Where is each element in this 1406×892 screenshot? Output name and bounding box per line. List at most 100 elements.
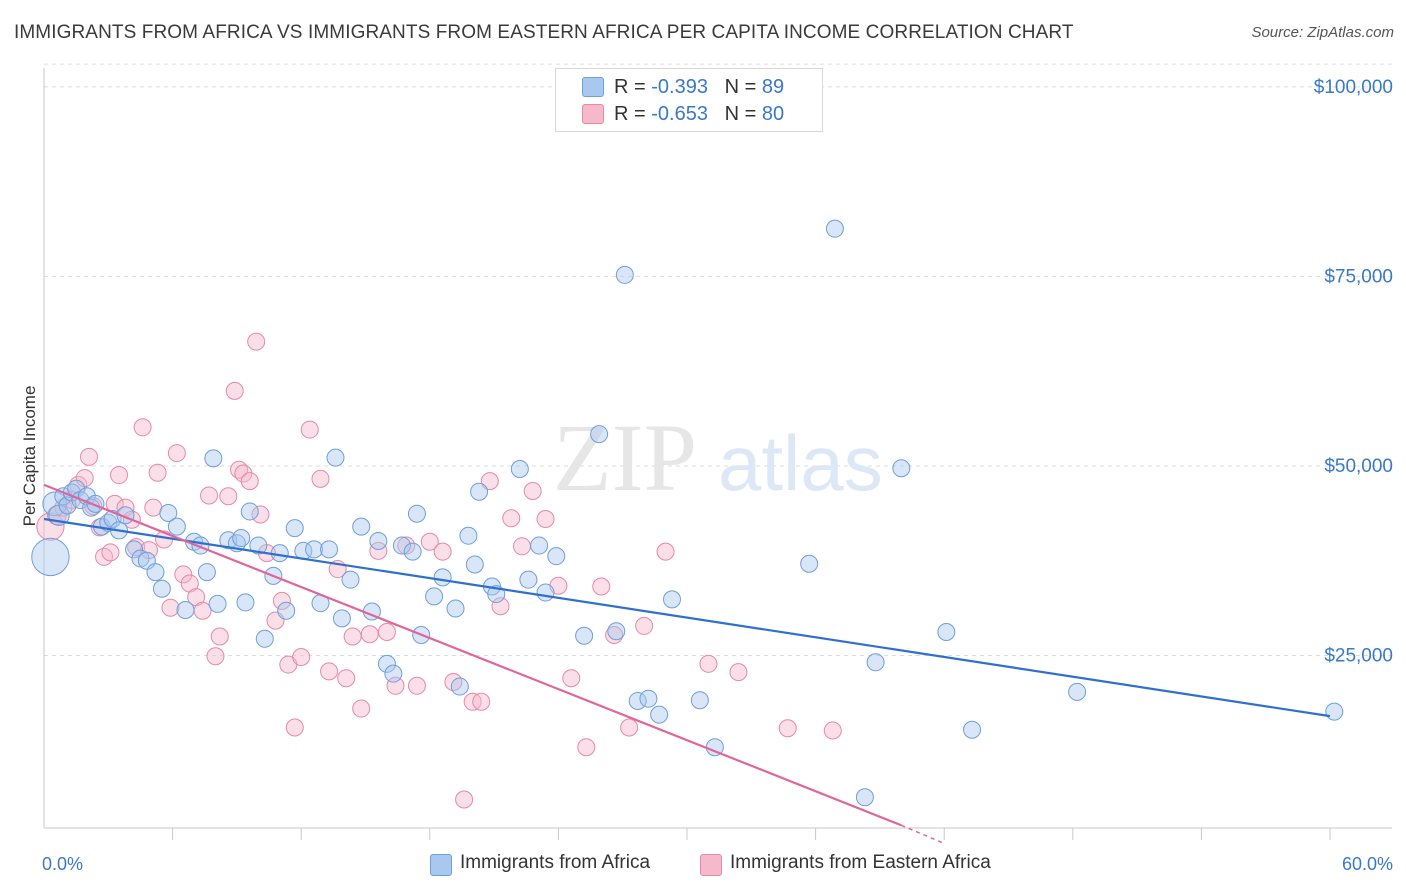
africa-point <box>470 482 489 501</box>
eastern-africa-point <box>620 718 639 737</box>
africa-point <box>963 720 982 739</box>
eastern-africa-point <box>161 598 180 617</box>
eastern-africa-point <box>133 418 152 437</box>
eastern-africa-point <box>491 597 510 616</box>
y-axis-label: Per Capita Income <box>20 386 39 527</box>
africa-point <box>866 653 885 672</box>
africa-point <box>892 459 911 478</box>
africa-point <box>326 448 345 467</box>
africa-point <box>1068 682 1087 701</box>
eastern-africa-points <box>36 332 842 809</box>
eastern-africa-point <box>272 591 291 610</box>
eastern-africa-point <box>433 542 452 561</box>
africa-point <box>450 677 469 696</box>
eastern-africa-point <box>311 469 330 488</box>
africa-point <box>236 593 255 612</box>
legend-r-value-africa: -0.393 <box>651 76 708 98</box>
africa-point <box>690 691 709 710</box>
africa-point <box>510 459 529 478</box>
eastern-africa-point <box>95 547 114 566</box>
source-credit: Source: ZipAtlas.com <box>1251 24 1394 41</box>
africa-point <box>575 626 594 645</box>
africa-point <box>369 532 388 551</box>
africa-point <box>1325 702 1344 721</box>
eastern-africa-point <box>225 381 244 400</box>
eastern-africa-point <box>360 625 379 644</box>
africa-point <box>341 570 360 589</box>
axes <box>43 68 1392 829</box>
africa-point <box>176 600 195 619</box>
africa-point <box>146 563 165 582</box>
africa-point <box>255 629 274 648</box>
legend-text-eastern: R = -0.653 N = 80 <box>614 103 784 126</box>
africa-point <box>403 542 422 561</box>
y-tick-labels: $25,000 $50,000 $75,000 $100,000 <box>1314 77 1393 667</box>
eastern-africa-point <box>210 627 229 646</box>
eastern-africa-point <box>472 692 491 711</box>
africa-point <box>167 517 186 536</box>
eastern-africa-point <box>193 601 212 620</box>
africa-point <box>31 537 70 577</box>
legend-r-label: R = <box>614 76 646 98</box>
eastern-africa-point <box>778 719 797 738</box>
eastern-africa-point <box>144 498 163 517</box>
eastern-africa-point <box>823 721 842 740</box>
africa-point <box>197 563 216 582</box>
eastern-africa-point <box>577 738 596 757</box>
africa-point <box>590 425 609 444</box>
legend-n-value-eastern: 80 <box>761 103 785 125</box>
africa-point <box>320 540 339 559</box>
africa-point <box>615 265 634 284</box>
eastern-africa-point <box>377 622 396 641</box>
y-tick-label: $75,000 <box>1324 266 1393 287</box>
africa-point <box>519 570 538 589</box>
africa-point <box>607 622 626 641</box>
africa-point <box>662 590 681 609</box>
legend-r-value-eastern: -0.653 <box>651 103 708 125</box>
eastern-africa-point <box>512 537 531 556</box>
gridlines <box>44 63 1392 656</box>
eastern-africa-point <box>656 542 675 561</box>
africa-point <box>352 517 371 536</box>
africa-point <box>407 504 426 523</box>
eastern-africa-point <box>343 627 362 646</box>
legend-n-value-africa: 89 <box>761 76 785 98</box>
correlation-legend: R = -0.393 N = 89 R = -0.653 N = 80 <box>555 68 823 132</box>
africa-points <box>31 219 1344 807</box>
eastern-africa-point <box>523 481 542 500</box>
eastern-africa-point <box>300 420 319 439</box>
legend-swatch-eastern <box>582 104 604 124</box>
eastern-africa-trend-line <box>43 483 902 827</box>
africa-point <box>285 519 304 538</box>
africa-point <box>377 654 396 673</box>
africa-point <box>277 601 296 620</box>
africa-point <box>465 555 484 574</box>
eastern-africa-point <box>110 466 129 485</box>
africa-point <box>159 503 178 522</box>
eastern-africa-point <box>369 541 388 560</box>
africa-point <box>536 583 555 602</box>
eastern-africa-point <box>592 577 611 596</box>
eastern-africa-point <box>80 447 99 466</box>
watermark: ZIP atlas <box>553 404 883 511</box>
bottom-legend-label-africa: Immigrants from Africa <box>460 852 651 873</box>
eastern-africa-point <box>337 669 356 688</box>
bottom-legend-swatch-africa <box>430 854 452 876</box>
africa-point <box>639 689 658 708</box>
eastern-africa-point <box>167 444 186 463</box>
africa-point <box>459 526 478 545</box>
africa-point <box>446 599 465 618</box>
africa-point <box>232 528 251 547</box>
watermark-atlas: atlas <box>718 419 883 507</box>
eastern-africa-point <box>699 654 718 673</box>
y-tick-label: $25,000 <box>1324 645 1393 666</box>
africa-point <box>208 594 227 613</box>
bottom-legend-label-eastern: Immigrants from Eastern Africa <box>730 852 991 873</box>
africa-point <box>152 579 171 598</box>
legend-swatch-africa <box>582 77 604 97</box>
eastern-africa-point <box>455 790 474 809</box>
eastern-africa-point <box>480 472 499 491</box>
y-tick-label: $100,000 <box>1314 77 1393 98</box>
africa-point <box>384 664 403 683</box>
